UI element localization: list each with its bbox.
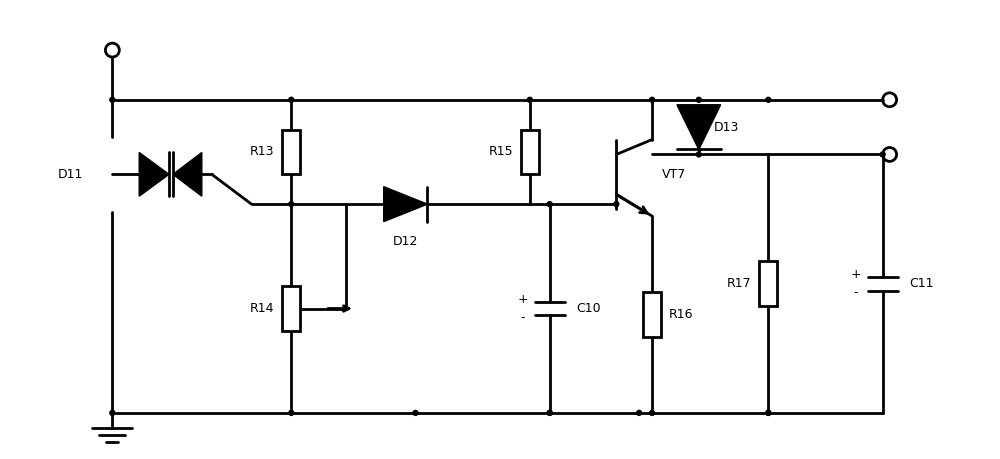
Text: C10: C10 <box>577 302 601 315</box>
Circle shape <box>650 410 655 415</box>
FancyBboxPatch shape <box>282 129 300 174</box>
Circle shape <box>547 202 552 207</box>
Circle shape <box>110 410 115 415</box>
Text: D11: D11 <box>58 168 83 181</box>
Text: D13: D13 <box>714 121 739 134</box>
FancyBboxPatch shape <box>643 292 661 337</box>
Polygon shape <box>677 105 721 150</box>
Text: R16: R16 <box>669 308 693 321</box>
Circle shape <box>637 410 642 415</box>
Circle shape <box>527 97 532 102</box>
Circle shape <box>413 410 418 415</box>
Circle shape <box>547 410 552 415</box>
Text: +: + <box>518 293 528 306</box>
Circle shape <box>547 410 552 415</box>
Circle shape <box>289 202 294 207</box>
Circle shape <box>880 152 885 157</box>
Text: +: + <box>851 268 861 281</box>
Text: R14: R14 <box>250 302 274 315</box>
Circle shape <box>650 97 655 102</box>
Text: C11: C11 <box>910 277 934 290</box>
Polygon shape <box>139 152 169 196</box>
Text: R15: R15 <box>488 146 513 158</box>
Circle shape <box>766 410 771 415</box>
FancyBboxPatch shape <box>521 129 539 174</box>
Circle shape <box>289 410 294 415</box>
Text: VT7: VT7 <box>662 168 686 181</box>
Text: -: - <box>521 311 525 324</box>
FancyBboxPatch shape <box>282 286 300 331</box>
Text: R13: R13 <box>250 146 274 158</box>
Circle shape <box>696 97 701 102</box>
Circle shape <box>766 410 771 415</box>
Circle shape <box>110 97 115 102</box>
Text: R17: R17 <box>727 277 751 290</box>
Polygon shape <box>384 187 427 222</box>
Circle shape <box>289 97 294 102</box>
Circle shape <box>766 97 771 102</box>
Circle shape <box>614 202 619 207</box>
Text: D12: D12 <box>393 235 418 248</box>
FancyBboxPatch shape <box>759 261 777 306</box>
Circle shape <box>696 152 701 157</box>
Text: -: - <box>854 286 858 299</box>
Polygon shape <box>173 152 202 196</box>
